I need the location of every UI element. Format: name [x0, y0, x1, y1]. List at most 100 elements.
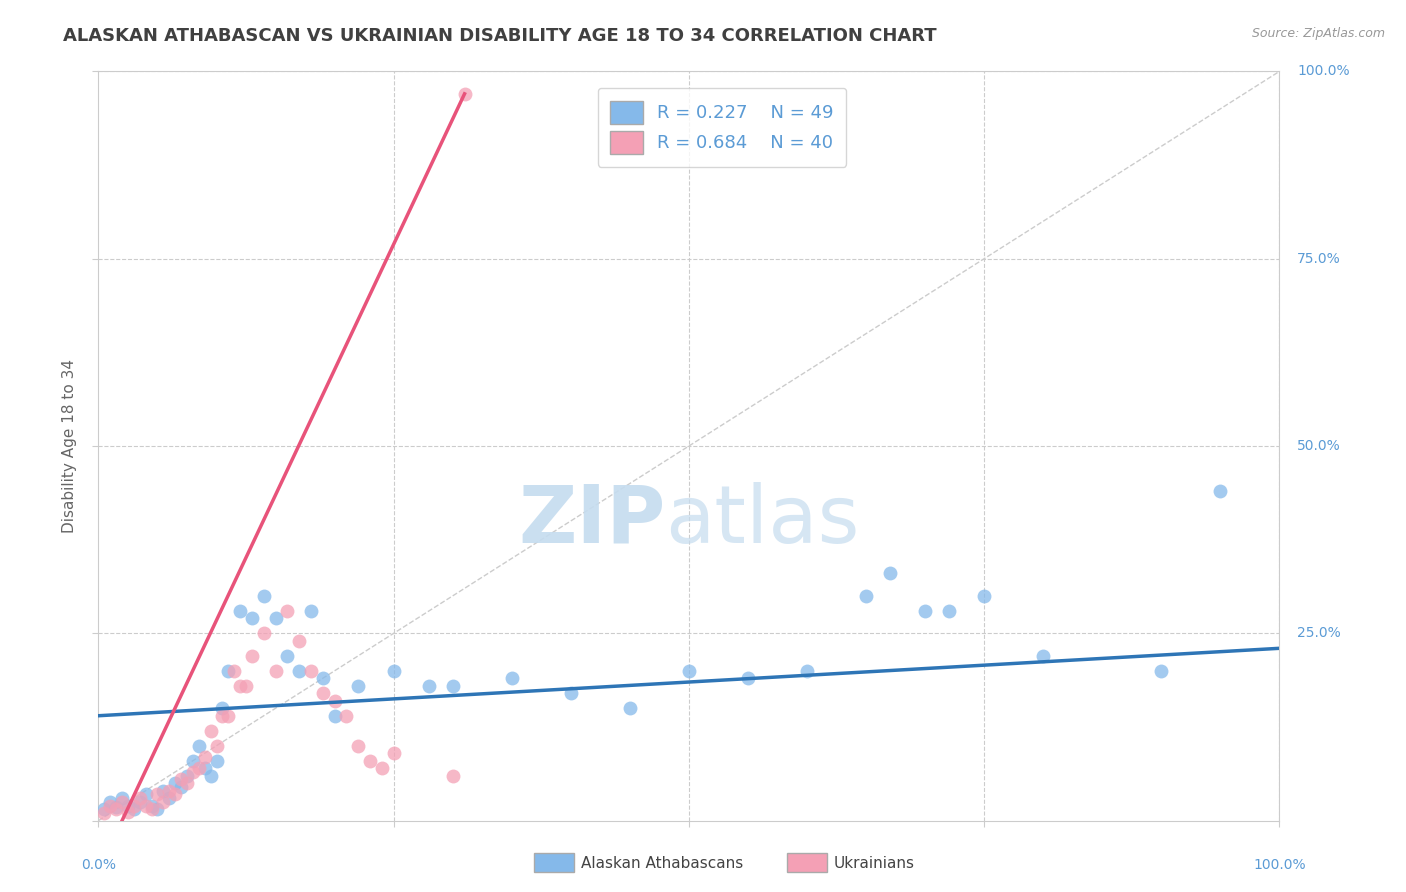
Point — [176, 776, 198, 790]
Text: Ukrainians: Ukrainians — [834, 856, 915, 871]
Point — [335, 708, 357, 723]
Point — [165, 776, 187, 790]
Text: atlas: atlas — [665, 482, 859, 560]
Point — [323, 694, 346, 708]
Point — [105, 800, 128, 814]
Text: 25.0%: 25.0% — [1298, 626, 1341, 640]
Point — [1209, 483, 1232, 498]
Point — [93, 802, 115, 816]
Point — [264, 611, 287, 625]
Point — [347, 679, 370, 693]
Point — [135, 788, 157, 802]
Point — [938, 604, 960, 618]
Point — [560, 686, 582, 700]
Point — [678, 664, 700, 678]
Text: Source: ZipAtlas.com: Source: ZipAtlas.com — [1251, 27, 1385, 40]
Point — [122, 802, 145, 816]
Point — [217, 664, 239, 678]
Point — [98, 798, 121, 813]
Point — [441, 769, 464, 783]
Point — [312, 671, 335, 685]
Point — [181, 754, 204, 768]
Point — [235, 679, 257, 693]
Point — [200, 769, 222, 783]
Legend: R = 0.227    N = 49, R = 0.684    N = 40: R = 0.227 N = 49, R = 0.684 N = 40 — [598, 88, 846, 167]
Text: ALASKAN ATHABASCAN VS UKRAINIAN DISABILITY AGE 18 TO 34 CORRELATION CHART: ALASKAN ATHABASCAN VS UKRAINIAN DISABILI… — [63, 27, 936, 45]
Point — [453, 87, 475, 101]
Point — [879, 566, 901, 581]
Point — [253, 626, 276, 640]
Point — [98, 795, 121, 809]
Point — [170, 780, 193, 794]
Point — [288, 633, 311, 648]
Point — [288, 664, 311, 678]
Point — [165, 788, 187, 802]
Point — [224, 664, 246, 678]
Point — [128, 791, 150, 805]
Point — [382, 746, 405, 760]
Point — [276, 604, 298, 618]
Point — [111, 791, 134, 805]
Text: 100.0%: 100.0% — [1298, 64, 1350, 78]
Point — [371, 761, 394, 775]
Point — [299, 664, 322, 678]
Point — [312, 686, 335, 700]
Text: 50.0%: 50.0% — [1298, 439, 1341, 453]
Point — [200, 723, 222, 738]
Point — [93, 806, 115, 821]
Point — [111, 795, 134, 809]
Point — [914, 604, 936, 618]
Point — [157, 783, 180, 797]
Point — [122, 798, 145, 813]
Point — [264, 664, 287, 678]
Point — [441, 679, 464, 693]
Point — [170, 772, 193, 787]
Point — [240, 648, 263, 663]
Point — [359, 754, 381, 768]
Point — [152, 795, 174, 809]
Point — [194, 750, 217, 764]
Point — [855, 589, 877, 603]
Y-axis label: Disability Age 18 to 34: Disability Age 18 to 34 — [62, 359, 77, 533]
Point — [619, 701, 641, 715]
Point — [323, 708, 346, 723]
Point — [501, 671, 523, 685]
Point — [299, 604, 322, 618]
Point — [187, 761, 209, 775]
Point — [253, 589, 276, 603]
Point — [1032, 648, 1054, 663]
Point — [176, 769, 198, 783]
Point — [117, 805, 139, 819]
Point — [211, 701, 233, 715]
Point — [146, 788, 169, 802]
Point — [105, 802, 128, 816]
Point — [382, 664, 405, 678]
Point — [347, 739, 370, 753]
Point — [141, 802, 163, 816]
Point — [187, 739, 209, 753]
Point — [211, 708, 233, 723]
Point — [141, 798, 163, 813]
Text: 100.0%: 100.0% — [1253, 858, 1306, 872]
Point — [973, 589, 995, 603]
Point — [796, 664, 818, 678]
Text: Alaskan Athabascans: Alaskan Athabascans — [581, 856, 742, 871]
Point — [181, 764, 204, 779]
Point — [117, 798, 139, 813]
Point — [205, 754, 228, 768]
Point — [157, 791, 180, 805]
Point — [229, 604, 252, 618]
Text: ZIP: ZIP — [517, 482, 665, 560]
Point — [146, 802, 169, 816]
Point — [217, 708, 239, 723]
Point — [135, 798, 157, 813]
Point — [128, 795, 150, 809]
Point — [240, 611, 263, 625]
Point — [737, 671, 759, 685]
Point — [418, 679, 440, 693]
Point — [229, 679, 252, 693]
Point — [205, 739, 228, 753]
Text: 0.0%: 0.0% — [82, 858, 115, 872]
Point — [194, 761, 217, 775]
Point — [276, 648, 298, 663]
